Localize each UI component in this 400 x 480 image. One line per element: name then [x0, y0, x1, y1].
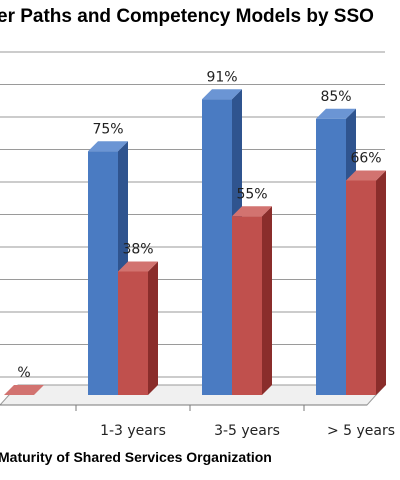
bar-top — [232, 206, 272, 217]
bar — [88, 151, 118, 395]
data-label: 75% — [92, 121, 123, 137]
bar-top — [118, 261, 158, 272]
bar-top — [346, 170, 386, 181]
bar-side — [148, 261, 158, 395]
data-label: 55% — [236, 186, 267, 202]
bar — [232, 216, 262, 395]
x-tick-label: 1-3 years — [100, 423, 166, 439]
data-label: 66% — [350, 151, 381, 167]
x-tick-label: > 5 years — [327, 423, 395, 439]
chart-title: er Paths and Competency Models by SSO — [0, 6, 374, 27]
bar-top — [4, 385, 44, 395]
bars — [4, 89, 386, 395]
data-label: 91% — [206, 69, 237, 85]
bar-side — [376, 170, 386, 395]
data-labels: % 75% 38% 91% 55% 85% 66% — [17, 69, 381, 381]
bar — [346, 180, 376, 395]
bar — [202, 99, 232, 395]
x-tick-label: 3-5 years — [214, 423, 280, 439]
data-label: % — [17, 365, 30, 381]
x-tick-labels: 1-3 years 3-5 years > 5 years — [100, 423, 395, 439]
bar-top — [316, 108, 356, 119]
bar-top — [88, 141, 128, 152]
x-axis-label: Maturity of Shared Services Organization — [0, 449, 272, 465]
data-label: 38% — [122, 242, 153, 258]
bar-side — [262, 206, 272, 395]
bar — [316, 118, 346, 395]
bar — [118, 271, 148, 395]
bar-top — [202, 89, 242, 100]
data-label: 85% — [320, 89, 351, 105]
